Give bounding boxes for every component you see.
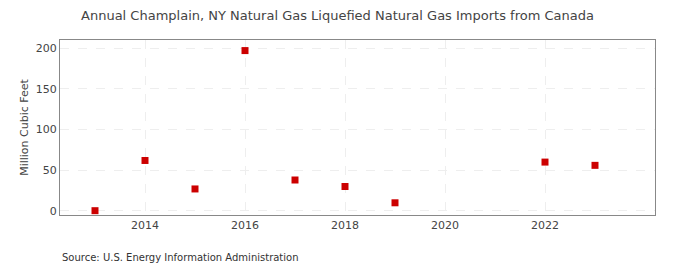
svg-text:100: 100 bbox=[36, 123, 57, 136]
svg-text:Annual Champlain, NY Natural G: Annual Champlain, NY Natural Gas Liquefi… bbox=[81, 8, 594, 23]
svg-text:50: 50 bbox=[43, 164, 57, 177]
svg-text:2016: 2016 bbox=[231, 219, 259, 232]
svg-text:Source: U.S. Energy Informatio: Source: U.S. Energy Information Administ… bbox=[62, 252, 299, 263]
svg-text:2014: 2014 bbox=[131, 219, 159, 232]
svg-text:150: 150 bbox=[36, 83, 57, 96]
svg-text:2022: 2022 bbox=[531, 219, 559, 232]
svg-text:2020: 2020 bbox=[431, 219, 459, 232]
svg-text:2018: 2018 bbox=[331, 219, 359, 232]
svg-text:0: 0 bbox=[50, 205, 57, 218]
svg-text:Million Cubic Feet: Million Cubic Feet bbox=[18, 78, 31, 175]
svg-text:200: 200 bbox=[36, 42, 57, 55]
